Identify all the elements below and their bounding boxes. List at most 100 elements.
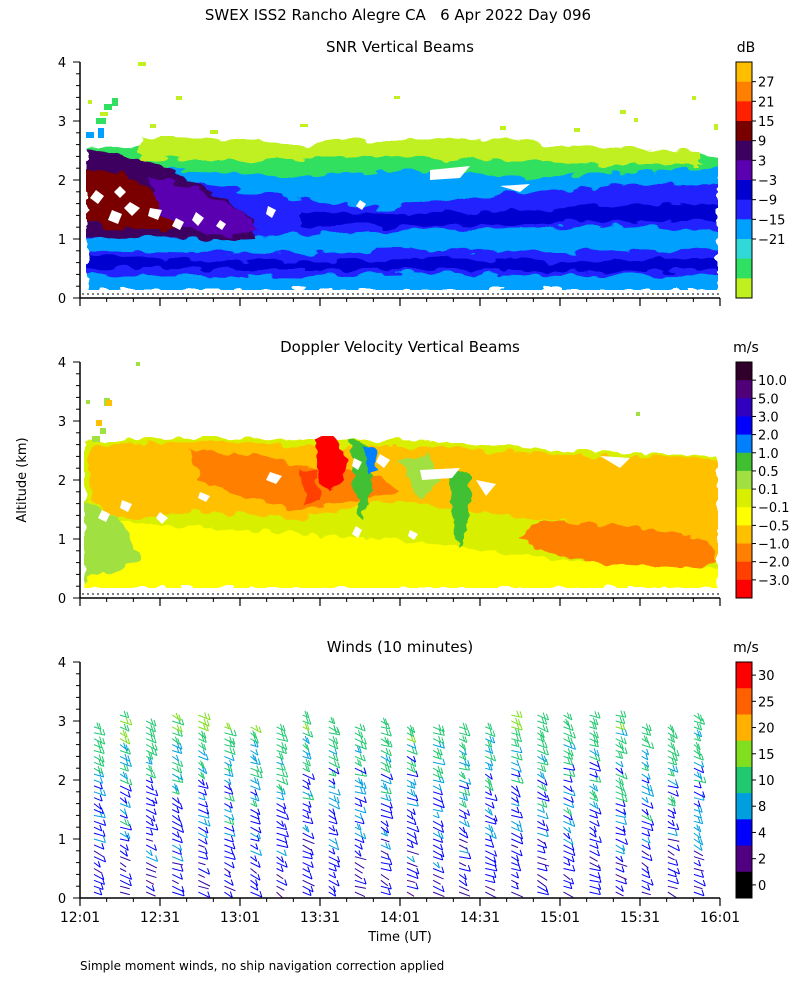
wind-barb-flag <box>99 824 103 832</box>
wind-barb-flag <box>618 741 622 749</box>
colorbar-swatch <box>736 543 752 563</box>
wind-barb-shaft <box>563 714 573 721</box>
wind-barb-shaft <box>615 873 627 880</box>
wind-barb-flag <box>464 788 468 795</box>
wind-barb-flag <box>672 753 675 760</box>
wind-barb-flag <box>572 732 576 739</box>
wind-barb-shaft <box>224 879 234 886</box>
wind-barb-flag <box>412 808 416 815</box>
wind-barb-shaft <box>537 809 545 814</box>
wind-barb-flag <box>363 782 367 789</box>
wind-barb-flag <box>541 783 545 790</box>
wind-barb-flag <box>229 801 233 809</box>
wind-barb-shaft <box>406 820 417 826</box>
wind-barb-flag <box>360 831 363 838</box>
wind-barb-shaft <box>145 767 153 773</box>
wind-barb-shaft <box>93 803 102 810</box>
wind-barb-shaft <box>458 862 467 867</box>
wind-barb-shaft <box>484 779 492 786</box>
wind-barb-shaft <box>459 726 468 731</box>
wind-barb-flag <box>123 742 127 749</box>
wind-barb-flag <box>254 776 257 784</box>
wind-barb-shaft <box>93 767 104 775</box>
wind-barb-flag <box>517 770 521 777</box>
wind-barb-shaft <box>302 761 311 767</box>
wind-barb-flag <box>332 735 336 743</box>
wind-barb-flag <box>174 783 177 790</box>
wind-barb-flag <box>98 746 102 753</box>
wind-barb-shaft <box>172 856 184 862</box>
wind-barb-flag <box>383 828 387 836</box>
wind-barb-shaft <box>380 773 393 781</box>
wind-barb-flag <box>593 735 596 742</box>
wind-barb-shaft <box>563 791 576 797</box>
wind-barb-shaft <box>328 891 336 897</box>
wind-barb-shaft <box>119 856 131 862</box>
colorbar-label: 3 <box>758 154 766 169</box>
wind-barb-flag <box>701 871 705 878</box>
wind-barb-shaft <box>224 785 231 791</box>
wind-barb-shaft <box>484 785 494 792</box>
wind-barb-flag <box>330 716 334 724</box>
wind-barb-flag <box>388 761 392 768</box>
wind-barb-flag <box>337 761 341 769</box>
wind-barb-flag <box>335 754 339 762</box>
snr-layer-navy <box>86 256 718 272</box>
wind-barb-flag <box>304 735 308 743</box>
wind-barb-flag <box>337 802 341 810</box>
wind-barb-shaft <box>302 826 310 833</box>
wind-barb-flag <box>284 743 288 750</box>
wind-barb-flag <box>228 806 232 813</box>
wind-barb-flag <box>697 800 701 807</box>
wind-barb-flag <box>517 729 521 736</box>
wind-barb-shaft <box>302 873 313 880</box>
wind-barb-flag <box>441 725 445 732</box>
snr-speckles-top <box>88 62 718 134</box>
wind-barb-shaft <box>93 726 102 730</box>
wind-barb-shaft <box>354 873 363 880</box>
wind-barb-flag <box>643 763 647 771</box>
wind-barb-flag <box>647 788 651 796</box>
wind-barb-shaft <box>198 862 206 866</box>
wind-barb-flag <box>363 796 367 803</box>
wind-barb-flag <box>385 793 389 801</box>
wind-barb-flag <box>492 876 496 883</box>
wind-barb-flag <box>494 815 498 822</box>
wind-barb-flag <box>233 729 237 737</box>
wind-barb-shaft <box>615 844 626 852</box>
wind-barb-shaft <box>641 856 653 862</box>
wind-barb-shaft <box>511 714 523 718</box>
wind-barb-flag <box>179 725 183 733</box>
wind-barb-flag <box>356 823 360 830</box>
wind-barb-shaft <box>276 785 284 792</box>
wind-barb-shaft <box>458 885 470 892</box>
wind-barb-flag <box>623 710 627 718</box>
wind-barb-flag <box>489 729 493 736</box>
wind-barb-shaft <box>667 738 675 743</box>
wind-barb-flag <box>150 765 154 773</box>
wind-barb-shaft <box>119 850 128 857</box>
wind-barb-flag <box>519 753 523 761</box>
wind-barb-flag <box>462 772 466 780</box>
wind-barb-shaft <box>380 838 390 843</box>
wind-barb-flag <box>101 756 105 763</box>
wind-barb-flag <box>414 838 418 845</box>
wind-barb-shaft <box>693 785 702 789</box>
colorbar-swatch <box>736 714 752 742</box>
wind-barb-flag <box>643 735 647 742</box>
wind-barb-flag <box>545 885 549 892</box>
wind-barb-flag <box>462 735 466 742</box>
wind-barb-flag <box>598 836 602 843</box>
wind-barb-flag <box>414 748 418 755</box>
wind-barb-flag <box>337 789 341 796</box>
wind-barb-shaft <box>589 791 597 798</box>
wind-barb-flag <box>150 735 154 742</box>
wind-barb-flag <box>125 744 129 751</box>
wind-barb-shaft <box>432 814 440 819</box>
wind-barb-flag <box>176 729 180 736</box>
wind-barb-shaft <box>432 732 445 736</box>
wind-barb-flag <box>698 734 702 742</box>
wind-barb-flag <box>489 809 493 816</box>
wind-barb-flag <box>388 843 391 850</box>
wind-barb-flag <box>284 861 288 868</box>
